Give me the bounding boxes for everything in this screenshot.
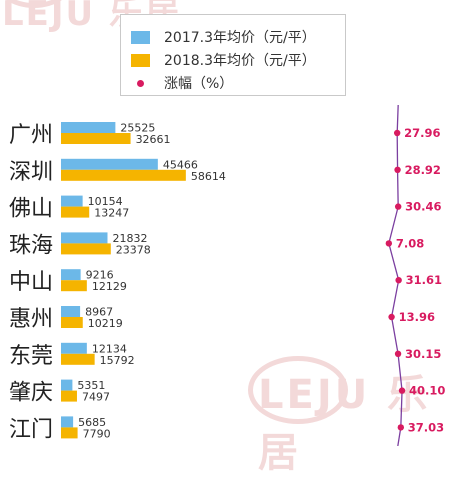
legend-label-2018: 2018.3年均价（元/平）: [164, 53, 316, 69]
bar-2018: [61, 390, 77, 402]
growth-label: 40.10: [409, 384, 445, 398]
growth-point: [393, 129, 401, 137]
bar-2017: [61, 306, 81, 317]
data-label-2018: 15792: [100, 354, 135, 367]
bar-2017: [61, 416, 74, 428]
growth-point: [394, 350, 402, 357]
growth-label: 30.15: [405, 347, 441, 361]
data-label-2017: 5685: [78, 416, 106, 429]
bar-2018: [61, 243, 111, 255]
chart-legend: 2017.3年均价（元/平） 2018.3年均价（元/平） 涨幅（%）: [120, 14, 346, 96]
bar-2018: [61, 353, 95, 365]
city-label: 肇庆: [9, 381, 53, 406]
bar-2018: [61, 206, 90, 218]
growth-point: [397, 424, 405, 431]
data-label-2018: 58614: [191, 170, 226, 183]
city-label: 江门: [9, 417, 53, 442]
data-label-2018: 10219: [88, 317, 123, 330]
legend-item-2017: 2017.3年均价（元/平）: [131, 27, 316, 47]
legend-label-2017: 2017.3年均价（元/平）: [164, 30, 316, 46]
bar-2017: [61, 158, 158, 170]
growth-label: 30.46: [405, 200, 441, 214]
data-label-2017: 5351: [77, 379, 105, 392]
data-label-2017: 8967: [85, 306, 113, 319]
data-label-2018: 12129: [92, 280, 127, 293]
bar-2018: [61, 169, 186, 181]
legend-label-growth: 涨幅（%）: [164, 76, 234, 92]
legend-item-2018: 2018.3年均价（元/平）: [131, 50, 316, 70]
legend-item-growth: 涨幅（%）: [131, 73, 233, 93]
data-label-2017: 21832: [113, 232, 148, 245]
city-label: 惠州: [9, 307, 53, 332]
data-label-2018: 23378: [116, 243, 151, 256]
watermark-ring-bottom: [248, 356, 348, 424]
growth-point: [388, 313, 395, 321]
bar-2017: [61, 269, 81, 281]
city-label: 佛山: [9, 197, 53, 222]
data-label-2018: 13247: [94, 207, 129, 220]
legend-dot-growth: [137, 79, 144, 87]
bar-2017: [61, 195, 83, 207]
growth-point: [395, 277, 402, 284]
city-label: 珠海: [9, 233, 53, 258]
growth-label: 28.92: [405, 163, 441, 177]
data-label-2017: 9216: [86, 269, 114, 282]
growth-line: [388, 104, 403, 446]
bar-2018: [61, 317, 83, 328]
bar-2017: [61, 232, 108, 244]
growth-point: [385, 240, 393, 247]
bar-2017: [61, 379, 73, 391]
city-label: 深圳: [9, 160, 53, 185]
bar-2017: [61, 122, 116, 133]
growth-label: 37.03: [408, 420, 444, 434]
growth-label: 31.61: [406, 273, 442, 287]
legend-swatch-2017: [131, 30, 150, 44]
data-label-2017: 12134: [92, 342, 127, 355]
data-label-2017: 45466: [163, 158, 198, 171]
data-label-2017: 25525: [120, 122, 155, 135]
data-label-2018: 7790: [83, 427, 111, 440]
city-label: 东莞: [9, 344, 53, 369]
bar-2018: [61, 133, 131, 144]
bar-2017: [61, 342, 87, 354]
legend-swatch-2018: [131, 53, 150, 67]
data-label-2018: 32661: [136, 133, 171, 146]
data-label-2017: 10154: [88, 195, 123, 208]
bar-2018: [61, 427, 78, 439]
growth-point: [394, 203, 402, 210]
city-label: 广州: [9, 123, 53, 148]
growth-label: 7.08: [396, 236, 424, 250]
growth-label: 13.96: [399, 310, 435, 324]
city-label: 中山: [9, 270, 53, 295]
growth-label: 27.96: [404, 126, 440, 140]
growth-point: [398, 387, 406, 394]
growth-point: [394, 166, 401, 173]
data-label-2018: 7497: [82, 391, 110, 404]
bar-2018: [61, 280, 87, 292]
